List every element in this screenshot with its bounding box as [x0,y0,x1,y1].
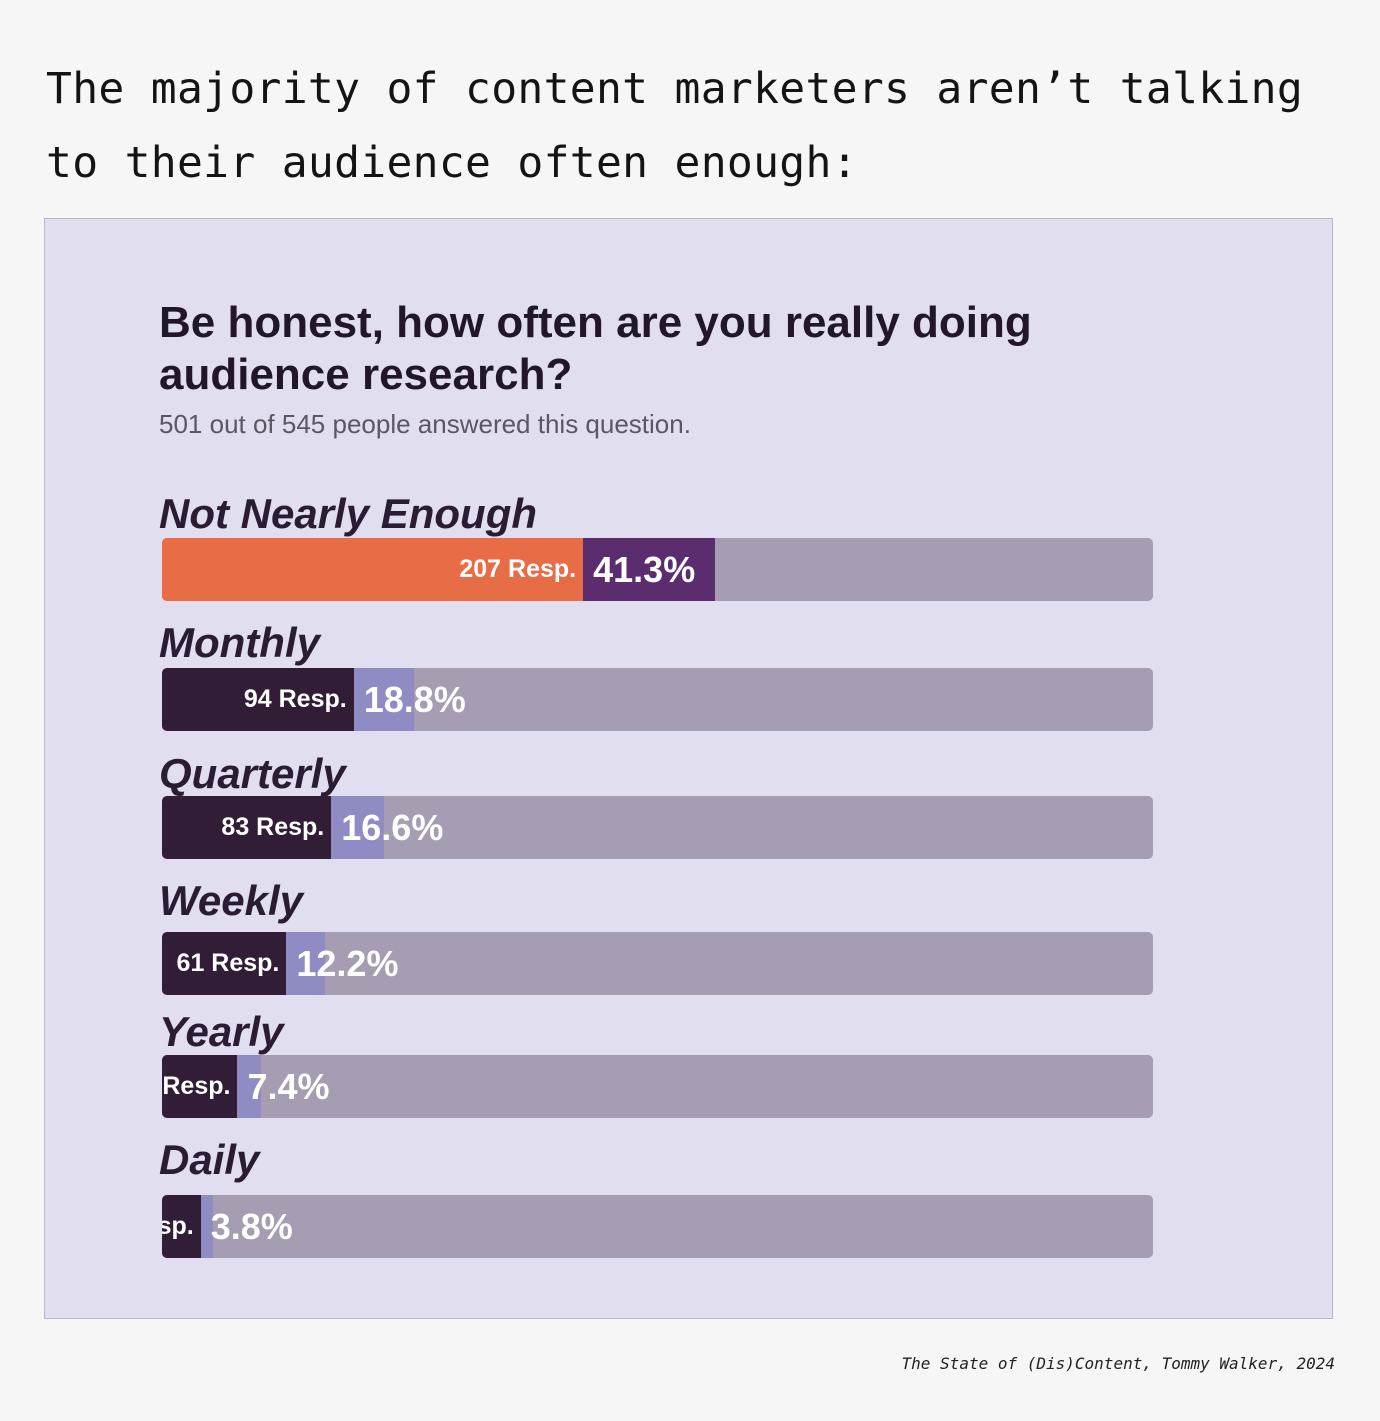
bar-responses-not-nearly-enough: 207 Resp. [162,538,584,601]
chart-subtitle: 501 out of 545 people answered this ques… [159,409,691,439]
bar-percent-quarterly: 16.6% [331,796,443,859]
bar-label-quarterly: Quarterly [159,750,346,797]
bar-label-weekly: Weekly [159,877,303,924]
bar-track-yearly: 37 Resp.7.4% [162,1055,1153,1118]
chart-title: Be honest, how often are you really doin… [159,298,1032,399]
bar-percent-weekly: 12.2% [286,932,398,995]
bar-track-daily: 19 Resp.3.8% [162,1195,1153,1258]
bar-responses-weekly: 61 Resp. [162,932,287,995]
bar-track-not-nearly-enough: 207 Resp. 41.3% [162,538,1153,601]
bar-label-yearly: Yearly [159,1008,284,1055]
bar-percent-not-nearly-enough: 41.3% [583,538,715,601]
bar-label-not-nearly-enough: Not Nearly Enough [159,490,538,537]
bar-track-quarterly: 83 Resp. 16.6% [162,796,1153,859]
bar-label-daily: Daily [159,1136,260,1183]
bar-label-monthly: Monthly [159,619,320,666]
bar-track-monthly: 94 Resp. 18.8% [162,668,1153,731]
chart-panel: Be honest, how often are you really doin… [44,218,1333,1319]
bar-percent-monthly: 18.8% [353,668,466,731]
bar-responses-yearly: 37 Resp. [162,1055,238,1118]
bar-responses-daily: 19 Resp. [162,1195,201,1258]
bar-responses-monthly: 94 Resp. [162,668,354,731]
bar-track-weekly: 61 Resp. 12.2% [162,932,1153,995]
headline: The majority of content marketers aren’t… [46,64,1304,188]
source-citation: The State of (Dis)Content, Tommy Walker,… [901,1354,1335,1373]
bar-percent-yearly: 7.4% [237,1055,330,1118]
bar-responses-quarterly: 83 Resp. [162,796,332,859]
bar-percent-daily: 3.8% [200,1195,293,1258]
